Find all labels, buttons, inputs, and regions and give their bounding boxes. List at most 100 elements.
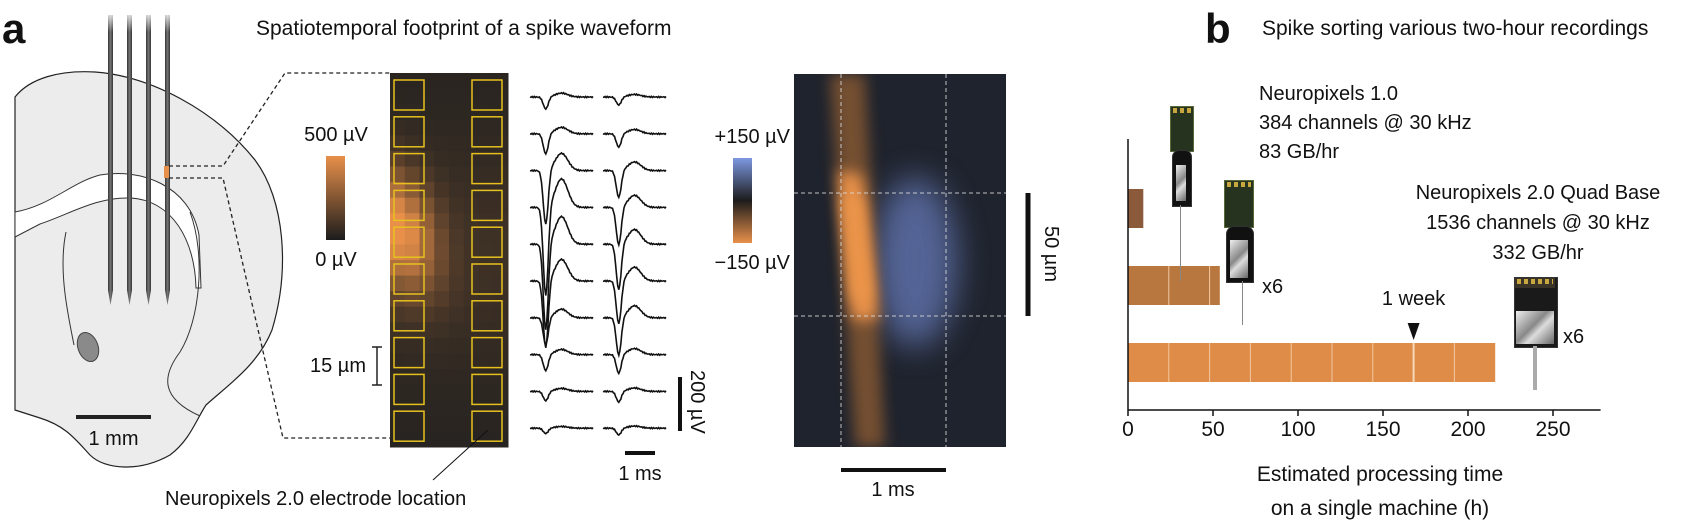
probe-3-multiplier: x6 [1563,326,1585,348]
x-axis-label: Estimated processing time on a single ma… [1210,458,1550,526]
heatmap-cell [434,104,450,121]
electrode-pad [471,336,503,369]
heatmap-cell [478,166,494,183]
electrode-pad [393,410,425,442]
waveform-trace [529,386,594,403]
electrode-pad [393,152,425,185]
heatmap-cell [493,306,509,323]
heatmap-cell [449,228,465,245]
heatmap-cell [434,197,450,214]
heatmap-cell [434,182,450,199]
heatmap-cell [478,291,494,308]
heatmap-cell [434,135,450,152]
heatmap-cell [434,150,450,167]
heatmap-cell [434,415,450,432]
heatmap-cell [449,104,465,121]
panel-a-label: a [2,5,26,52]
heatmap-cell [493,119,509,136]
heatmap-cell [478,275,494,292]
electrode-leader-line [432,429,489,481]
heatmap-cell [493,150,509,167]
heatmap-cell [434,306,450,323]
heatmap-cell [478,353,494,370]
waveform-trace [529,347,594,373]
amplitude-heatmap [390,73,509,448]
heatmap-cell [434,88,450,105]
electrode-pad [393,300,425,332]
heatmap-cell [449,213,465,230]
x-tick-label: 50 [1201,418,1225,441]
heatmap-cell [434,213,450,230]
electrode-pad [471,373,503,406]
heatmap-cell [493,166,509,183]
waveform-trace [602,265,667,325]
x-tick-label: 0 [1122,418,1134,441]
diverging-max-label: +150 µV [714,126,790,148]
probe-1-name: Neuropixels 1.0 [1259,83,1398,105]
x-tick-label: 150 [1365,418,1401,441]
amplitude-max-label: 500 µV [304,124,368,146]
electrode-pad [393,116,425,148]
pitch-scale-bar [372,346,382,386]
waveform-traces [529,91,667,437]
panel-a-title: Spatiotemporal footprint of a spike wave… [256,17,672,40]
heatmap-gridlines [794,74,1006,447]
heatmap-cell [434,337,450,354]
electrode-pads [393,79,503,442]
heatmap-cell [478,228,494,245]
heatmap-cell [449,353,465,370]
heatmap-cell [493,275,509,292]
waveform-trace [602,347,667,376]
diverging-colorbar [733,158,752,243]
heatmap-cell [449,275,465,292]
heatmap-cell [493,415,509,432]
x-tick-label: 250 [1535,418,1571,441]
electrode-pad [393,373,425,406]
heatmap-cell [434,369,450,386]
heatmap-cell [449,150,465,167]
probe-3-name: Neuropixels 2.0 Quad Base [1415,182,1661,204]
heatmap-cell [404,166,420,183]
probe-2-multiplier: x6 [1262,276,1284,298]
heatmap-cell [493,228,509,245]
heatmap-cell [404,228,420,245]
waveform-trace [529,424,594,435]
heatmap-cell [449,431,465,448]
heatmap-cell [449,400,465,417]
heatmap-cell [404,197,420,214]
bar-1 [1128,189,1144,228]
electrode-pad [393,226,425,258]
heatmap-cell [449,119,465,136]
waveform-trace [529,125,594,156]
heatmap-cell [434,353,450,370]
brain-scale-label: 1 mm [88,428,139,450]
heatmap-cell [434,119,450,136]
waveform-trace [529,151,594,225]
heatmap-cell [493,213,509,230]
panel-b-title: Spike sorting various two-hour recording… [1262,17,1649,40]
heatmap-cell [434,384,450,401]
heatmap-cell [404,213,420,230]
panel-b-label: b [1205,5,1231,52]
x-axis-label-line-1: Estimated processing time [1256,463,1504,486]
electrode-location-label: Neuropixels 2.0 electrode location [165,488,467,510]
heatmap-cell [404,306,420,323]
trace-time-scale-label: 1 ms [618,463,662,485]
waveform-trace [529,215,594,330]
pitch-scale-label: 15 µm [310,355,366,377]
probe-3-channels: 1536 channels @ 30 kHz [1426,212,1650,234]
heatmap-cell [478,150,494,167]
heatmap-cell [434,73,450,90]
heatmap-cell [449,260,465,277]
waveform-trace [529,91,594,111]
waveform-trace [602,193,667,248]
bar-2 [1128,266,1220,305]
heatmap-cell [478,384,494,401]
probe-shanks [100,10,180,305]
heatmap-cell [463,291,479,308]
electrode-pad [393,263,425,295]
heatmap-cell [434,244,450,261]
heatmap-cell [478,415,494,432]
